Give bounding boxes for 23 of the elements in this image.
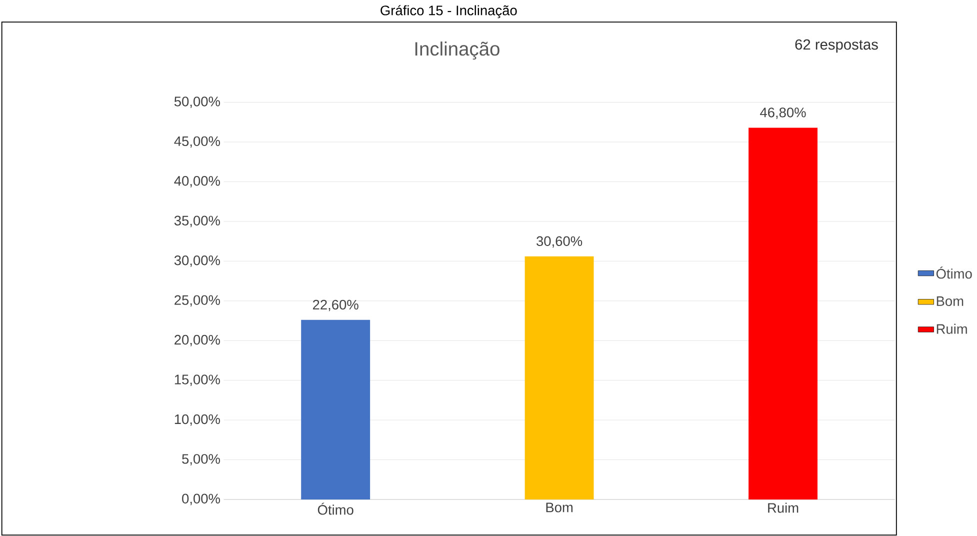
x-tick-label: Bom — [546, 502, 573, 512]
y-tick-label: 10,00% — [174, 414, 220, 426]
legend-label: Ótimo — [936, 266, 972, 279]
y-tick-label: 20,00% — [174, 334, 220, 346]
data-label: 46,80% — [760, 108, 806, 119]
legend-label: Bom — [936, 296, 964, 306]
y-tick-label: 15,00% — [174, 374, 220, 386]
y-tick-label: 5,00% — [182, 454, 220, 466]
text: 62 respostas — [795, 39, 878, 53]
y-tick-label: 30,00% — [174, 255, 220, 267]
y-tick-label: 25,00% — [174, 295, 220, 307]
y-tick-label: 0,00% — [182, 494, 220, 506]
legend-label: Ruim — [936, 324, 967, 334]
y-tick-label: 40,00% — [174, 176, 220, 188]
data-label: 30,60% — [536, 236, 582, 248]
data-label: 22,60% — [312, 300, 358, 312]
chart-subtitle: Inclinação — [415, 42, 500, 60]
x-tick-label: Ruim — [768, 502, 798, 513]
y-tick-label: 50,00% — [174, 96, 220, 108]
x-tick-label: Ótimo — [318, 502, 354, 515]
y-tick-label: 45,00% — [174, 136, 220, 148]
chart-title: Gráfico 15 - Inclinação — [380, 5, 517, 18]
y-tick-label: 35,00% — [174, 216, 220, 228]
